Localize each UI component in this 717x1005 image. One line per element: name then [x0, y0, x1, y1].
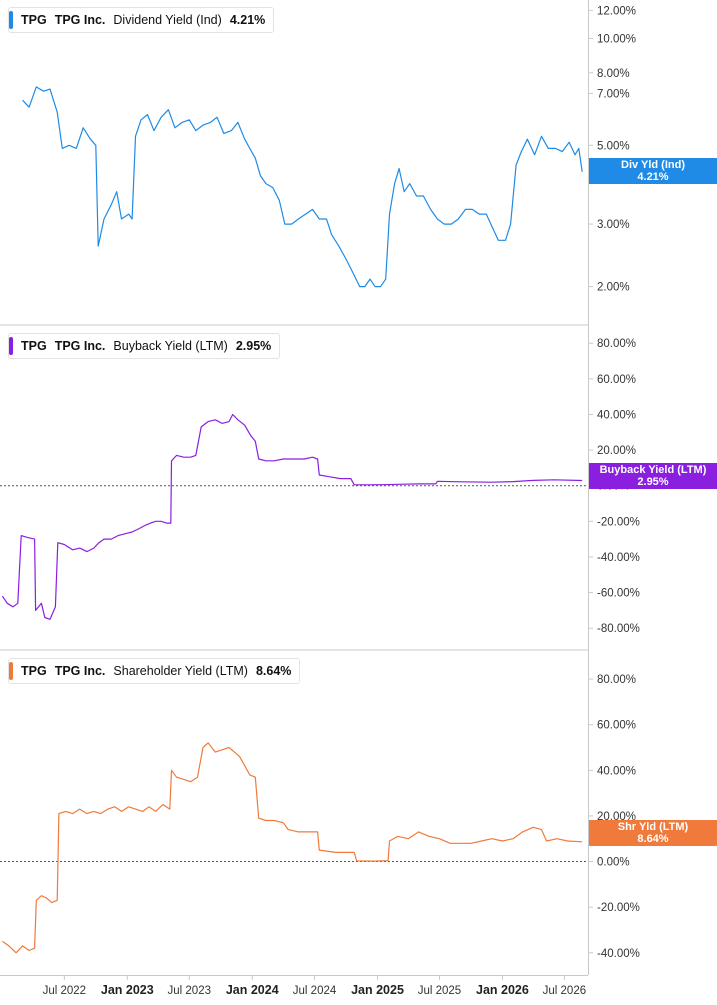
- panel-1-flag-value: 4.21%: [637, 171, 669, 183]
- panel-3-value-flag: Shr Yld (LTM) 8.64%: [589, 820, 717, 846]
- y-tick-label: 0.00%: [597, 857, 630, 869]
- y-tick-label: -80.00%: [597, 623, 640, 635]
- panel-3-legend-swatch: [9, 662, 13, 680]
- panel-3-legend-value: 8.64%: [255, 664, 292, 678]
- x-tick-label: Jul 2024: [293, 985, 337, 997]
- y-tick-label: 80.00%: [597, 338, 636, 350]
- panel-1-legend: TPG TPG Inc. Dividend Yield (Ind) 4.21%: [8, 7, 275, 33]
- x-tick-label: Jan 2026: [476, 983, 529, 997]
- series-line-1: [22, 86, 583, 288]
- y-tick-label: -40.00%: [597, 948, 640, 960]
- panel-1-legend-value: 4.21%: [229, 13, 266, 27]
- x-tick-label: Jan 2025: [351, 983, 404, 997]
- y-tick-label: 5.00%: [597, 140, 630, 152]
- y-tick-label: 10.00%: [597, 33, 636, 45]
- panel-1-legend-metric: Dividend Yield (Ind): [113, 13, 222, 27]
- panel-2-legend: TPG TPG Inc. Buyback Yield (LTM) 2.95%: [8, 333, 281, 359]
- x-tick-label: Jul 2022: [43, 985, 86, 997]
- y-tick-label: 12.00%: [597, 5, 636, 17]
- x-tick-label: Jan 2024: [226, 983, 279, 997]
- y-tick-label: 80.00%: [597, 674, 636, 686]
- panel-2-flag-label: Buyback Yield (LTM): [599, 463, 707, 476]
- panel-3-flag-value: 8.64%: [637, 833, 669, 845]
- y-tick-label: 60.00%: [597, 374, 636, 386]
- panel-2-legend-ticker: TPG: [21, 339, 47, 353]
- panel-1-legend-ticker: TPG: [21, 13, 47, 27]
- series-line-2: [1, 413, 583, 620]
- panel-3-legend-metric: Shareholder Yield (LTM): [113, 664, 248, 678]
- panel-2-value-flag: Buyback Yield (LTM) 2.95%: [589, 463, 717, 489]
- y-tick-label: -20.00%: [597, 902, 640, 914]
- x-tick-label: Jul 2023: [168, 985, 211, 997]
- panel-2-legend-swatch: [9, 337, 13, 355]
- y-tick-label: 7.00%: [597, 88, 630, 100]
- panel-3-flag-label: Shr Yld (LTM): [617, 820, 689, 833]
- x-tick-label: Jul 2025: [418, 985, 461, 997]
- panel-1-legend-swatch: [9, 11, 13, 29]
- y-tick-label: 60.00%: [597, 720, 636, 732]
- panel-2-legend-metric: Buyback Yield (LTM): [113, 339, 228, 353]
- y-tick-label: 20.00%: [597, 445, 636, 457]
- series-line-3: [2, 742, 583, 954]
- y-tick-label: 20.00%: [597, 811, 636, 823]
- y-tick-label: -60.00%: [597, 588, 640, 600]
- x-tick-label: Jul 2026: [543, 985, 586, 997]
- y-tick-label: -20.00%: [597, 516, 640, 528]
- panel-3-legend: TPG TPG Inc. Shareholder Yield (LTM) 8.6…: [8, 658, 301, 684]
- y-tick-label: -40.00%: [597, 552, 640, 564]
- panel-2-legend-value: 2.95%: [235, 339, 272, 353]
- panel-3-legend-company: TPG Inc.: [54, 664, 106, 678]
- y-tick-label: 3.00%: [597, 219, 630, 231]
- panel-3-legend-ticker: TPG: [21, 664, 47, 678]
- y-tick-label: 8.00%: [597, 68, 630, 80]
- panel-2-flag-value: 2.95%: [637, 476, 669, 488]
- x-tick-label: Jan 2023: [101, 983, 154, 997]
- panel-1-flag-label: Div Yld (Ind): [621, 158, 685, 171]
- panel-1-legend-company: TPG Inc.: [54, 13, 106, 27]
- y-tick-label: 40.00%: [597, 409, 636, 421]
- panel-2-legend-company: TPG Inc.: [54, 339, 106, 353]
- y-tick-label: 40.00%: [597, 765, 636, 777]
- y-tick-label: 2.00%: [597, 282, 630, 294]
- panel-1-value-flag: Div Yld (Ind) 4.21%: [589, 158, 717, 184]
